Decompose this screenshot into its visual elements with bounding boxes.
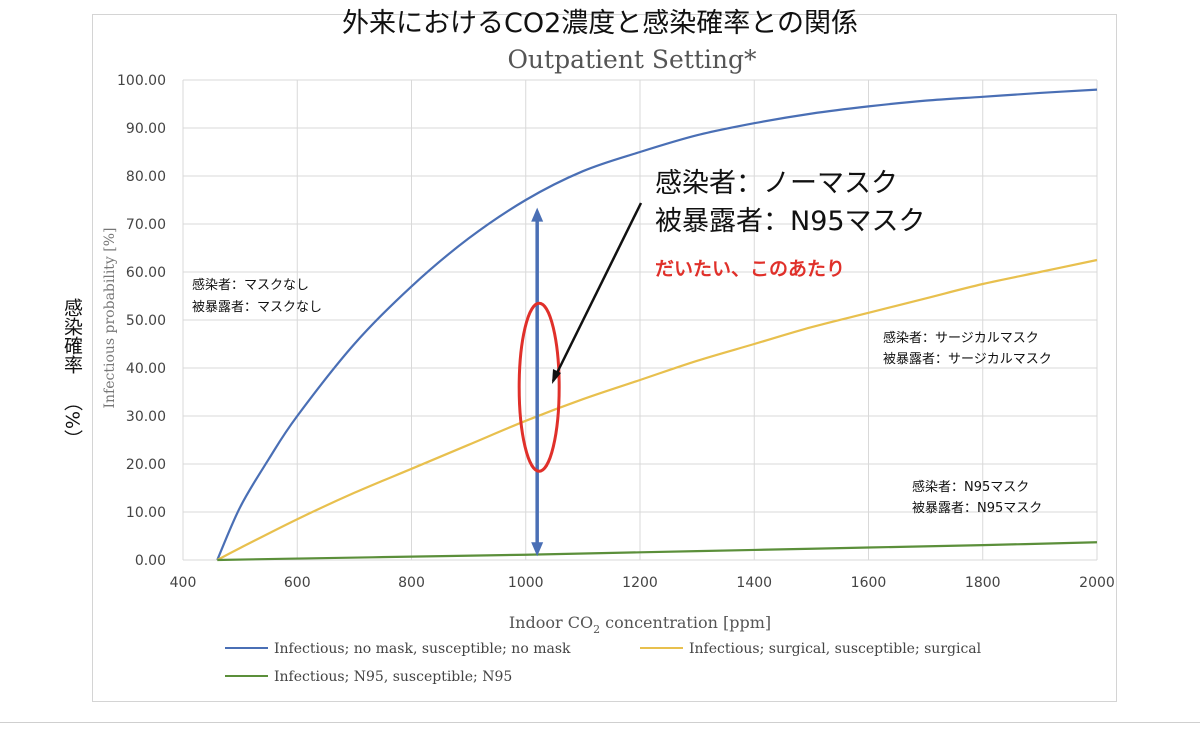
x-tick-label: 1000 [508,575,544,591]
y-tick-label: 50.00 [126,313,166,329]
x-tick-label: 2000 [1079,575,1115,591]
x-tick-label: 1400 [736,575,772,591]
y-axis-label-jp-unit: （%） [61,392,83,448]
y-tick-label: 40.00 [126,361,166,377]
callout-red-text: だいたい、このあたり [655,258,845,280]
legend-label-no-mask: Infectious; no mask, susceptible; no mas… [274,641,571,657]
y-axis-label: Infectious probability [%] [102,227,118,408]
x-tick-label: 1200 [622,575,658,591]
bottom-divider [0,722,1200,723]
y-axis-label-jp: 感染確率 [61,298,83,374]
series-line-1 [216,258,1098,561]
highlight-ellipse [517,301,561,473]
x-axis-ticks: 400 600 800 1000 1200 1400 1600 1800 2000 [170,575,1115,591]
y-tick-label: 30.00 [126,409,166,425]
callout-arrow-head [552,369,561,384]
series-line-2 [217,541,1098,562]
callout: 感染者：ノーマスク 被暴露者：N95マスク だいたい、このあたり [551,168,926,384]
annotation-no-mask-line2: 被暴露者：マスクなし [192,300,322,315]
range-marker [517,207,561,557]
x-axis-label-main: Indoor CO [509,613,593,632]
series-line-0 [216,88,1098,561]
annotation-surgical-line1: 感染者：サージカルマスク [883,330,1039,346]
annotation-no-mask: 感染者：マスクなし 被暴露者：マスクなし [192,277,322,315]
y-tick-label: 10.00 [126,505,166,521]
y-tick-label: 80.00 [126,169,166,185]
series-lines [216,88,1098,562]
x-tick-label: 400 [170,575,197,591]
callout-line1: 感染者：ノーマスク [655,168,898,199]
annotation-n95-line2: 被暴露者：N95マスク [912,501,1042,516]
x-axis-label: Indoor CO2 concentration [ppm] [509,613,771,636]
marker-arrow-bottom [531,542,544,557]
annotation-no-mask-line1: 感染者：マスクなし [192,277,309,293]
y-axis-ticks: 0.00 10.00 20.00 30.00 40.00 50.00 60.00 70.00 8… [117,73,166,569]
annotation-surgical: 感染者：サージカルマスク 被暴露者：サージカルマスク [883,330,1052,367]
legend-label-surgical: Infectious; surgical, susceptible; surgi… [689,641,982,657]
grid [182,79,1098,561]
marker-arrow-top [531,207,544,222]
chart-title: 外来におけるCO2濃度と感染確率との関係 [342,8,858,39]
y-tick-label: 90.00 [126,121,166,137]
chart-frame [92,14,1117,702]
x-tick-label: 800 [398,575,425,591]
x-tick-label: 1600 [851,575,887,591]
callout-line2: 被暴露者：N95マスク [655,206,926,237]
x-tick-label: 600 [284,575,311,591]
chart-subtitle: Outpatient Setting* [507,45,757,74]
y-tick-label: 70.00 [126,217,166,233]
y-tick-label: 60.00 [126,265,166,281]
y-tick-label: 100.00 [117,73,166,89]
y-tick-label: 0.00 [135,553,166,569]
annotation-surgical-line2: 被暴露者：サージカルマスク [883,352,1052,367]
legend-label-n95: Infectious; N95, susceptible; N95 [274,669,512,685]
x-axis-label-unit: concentration [ppm] [600,613,771,632]
x-axis-label-subscript: 2 [593,623,600,636]
annotation-n95: 感染者：N95マスク 被暴露者：N95マスク [912,479,1042,516]
callout-arrow-line [551,202,643,382]
x-tick-label: 1800 [965,575,1001,591]
y-tick-label: 20.00 [126,457,166,473]
legend: Infectious; no mask, susceptible; no mas… [225,641,982,685]
annotation-n95-line1: 感染者：N95マスク [912,479,1029,495]
